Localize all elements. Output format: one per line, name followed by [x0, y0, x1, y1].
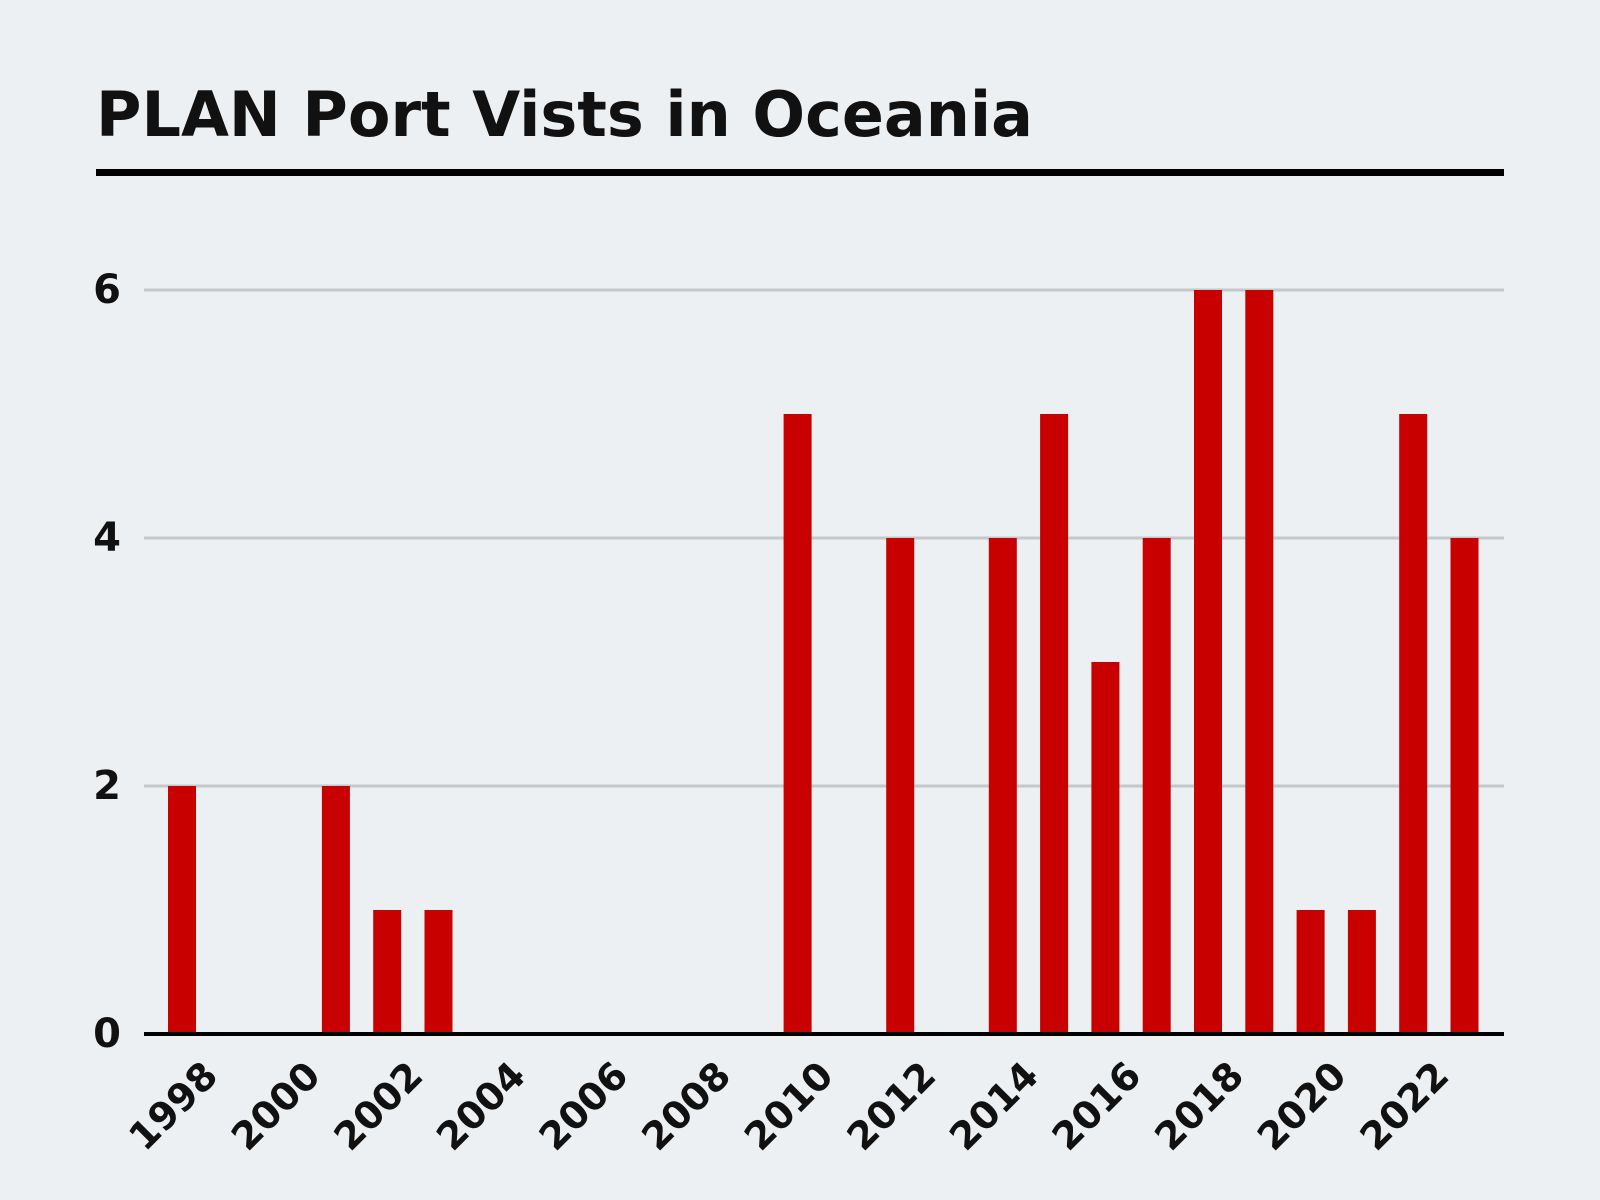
bar [1450, 538, 1479, 1034]
bar [424, 910, 453, 1034]
bar [1399, 414, 1428, 1034]
bar [1142, 538, 1171, 1034]
x-tick-label: 2020 [1249, 1053, 1355, 1159]
x-tick-label: 2010 [736, 1053, 842, 1159]
y-tick-label: 0 [93, 1011, 121, 1057]
y-tick-label: 6 [93, 267, 121, 313]
x-tick-label: 2018 [1146, 1053, 1252, 1159]
bar [1245, 290, 1274, 1034]
x-tick-label: 2008 [633, 1053, 739, 1159]
x-tick-label: 2002 [325, 1053, 431, 1159]
bar [321, 786, 350, 1034]
chart-title: PLAN Port Vists in Oceania [96, 78, 1033, 151]
x-tick-label: 2006 [531, 1053, 637, 1159]
x-tick-label: 2014 [941, 1053, 1047, 1159]
x-tick-label: 2022 [1351, 1053, 1457, 1159]
bar [1347, 910, 1376, 1034]
bar [373, 910, 402, 1034]
bar [1040, 414, 1069, 1034]
x-tick-label: 2004 [428, 1053, 534, 1159]
title-rule [96, 169, 1504, 176]
bar [168, 786, 196, 1034]
bar [783, 414, 812, 1034]
bar [1296, 910, 1325, 1034]
y-tick-label: 4 [93, 515, 121, 561]
x-tick-label: 2016 [1044, 1053, 1150, 1159]
x-tick-label: 2012 [838, 1053, 944, 1159]
x-tick-label: 1998 [120, 1053, 226, 1159]
x-tick-label: 2000 [223, 1053, 329, 1159]
bar [1194, 290, 1222, 1034]
bar [988, 538, 1017, 1034]
bar [1091, 662, 1120, 1034]
y-tick-label: 2 [93, 763, 121, 809]
bar [886, 538, 915, 1034]
